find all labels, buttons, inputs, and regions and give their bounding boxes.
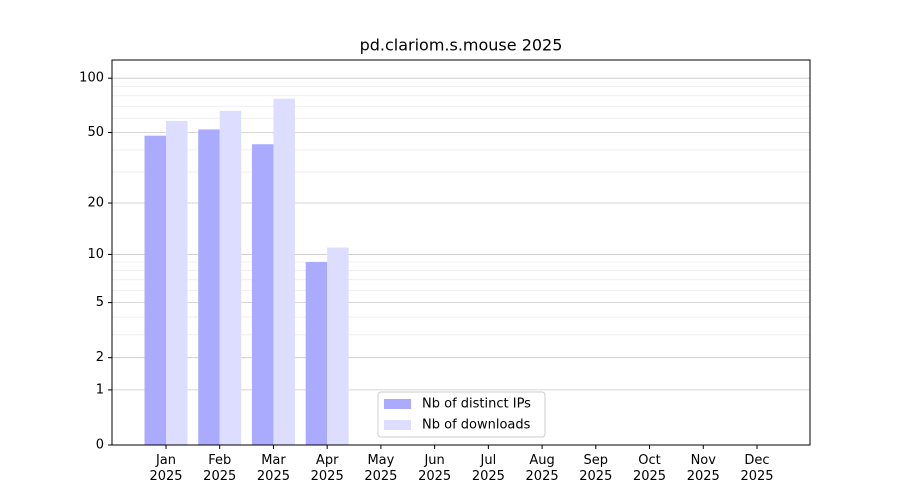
- bar: [166, 120, 188, 445]
- x-tick-label: Nov 2025: [686, 453, 720, 484]
- x-tick-label: Feb 2025: [203, 453, 237, 484]
- bar: [198, 129, 220, 446]
- x-tick-label: Oct 2025: [632, 453, 667, 484]
- y-tick-label: 20: [87, 196, 104, 211]
- y-tick-label: 100: [79, 71, 104, 86]
- y-tick-label: 2: [96, 350, 104, 365]
- legend-label: Nb of distinct IPs: [422, 397, 531, 412]
- bar: [305, 261, 328, 445]
- x-tick-label: Apr 2025: [310, 453, 344, 484]
- bar: [219, 110, 242, 445]
- bar: [251, 144, 274, 445]
- y-tick-label: 10: [87, 247, 104, 262]
- x-tick-label: Jul 2025: [471, 453, 505, 484]
- x-tick-label: Aug 2025: [525, 453, 559, 484]
- legend-label: Nb of downloads: [422, 418, 531, 433]
- x-tick-label: Mar 2025: [256, 453, 290, 484]
- legend-box: [377, 391, 546, 438]
- x-tick-label: Jun 2025: [418, 453, 452, 484]
- legend-swatch: [384, 399, 411, 409]
- plot-frame: [111, 59, 811, 446]
- legend-swatch: [384, 420, 411, 430]
- y-tick-label: 1: [96, 382, 104, 397]
- y-tick-label: 0: [96, 438, 104, 453]
- x-tick-label: Dec 2025: [740, 453, 774, 484]
- bar: [144, 135, 166, 445]
- x-tick-label: Jan 2025: [149, 453, 183, 484]
- x-tick-label: May 2025: [364, 453, 398, 484]
- chart-title: pd.clariom.s.mouse 2025: [360, 36, 563, 55]
- bar: [273, 98, 295, 445]
- bar: [327, 247, 349, 445]
- x-tick-label: Sep 2025: [579, 453, 613, 484]
- y-tick-label: 50: [87, 125, 104, 140]
- y-tick-label: 5: [96, 295, 104, 310]
